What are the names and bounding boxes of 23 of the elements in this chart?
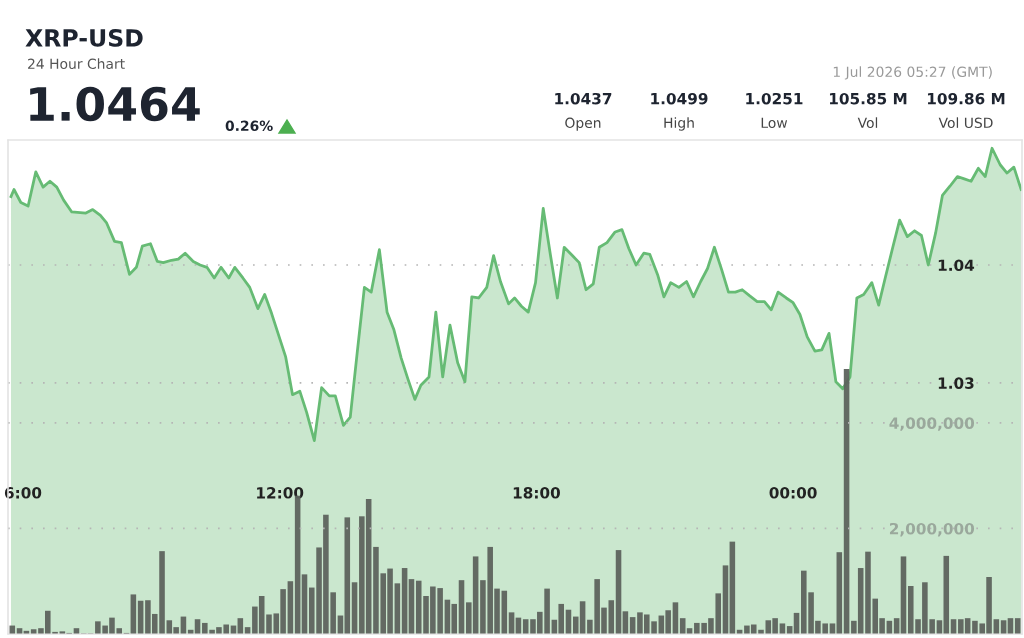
- x-tick-label: 6:00: [4, 487, 42, 499]
- text: Low: [761, 117, 788, 129]
- chart-subtitle: 24 Hour Chart: [28, 58, 125, 70]
- text: Open: [565, 117, 601, 131]
- y2-tick-label: 4,000,000: [889, 417, 975, 431]
- text: 1.0464: [30, 86, 200, 122]
- text: Vol: [857, 117, 878, 129]
- text: 109.86 M: [927, 92, 1005, 105]
- x-tick-label: 00:00: [769, 487, 817, 499]
- y2-tick-label: 2,000,000: [889, 522, 975, 537]
- text: 1.0499: [651, 92, 708, 105]
- text: 1.0251: [746, 92, 803, 105]
- y-tick-label: 1.04: [938, 259, 975, 271]
- x-tick-label: 18:00: [513, 487, 560, 499]
- text: 0.26%: [225, 120, 273, 132]
- chart-title: XRP-USD: [25, 28, 143, 47]
- text: 105.85 M: [829, 92, 907, 105]
- text: 1.0437: [555, 92, 612, 105]
- y-tick-label: 1.03: [938, 377, 974, 389]
- text: High: [664, 117, 694, 131]
- text: 1 Jul 2026 05:27 (GMT): [833, 66, 992, 80]
- x-tick-label: 12:00: [257, 487, 304, 499]
- text: Vol USD: [938, 117, 993, 129]
